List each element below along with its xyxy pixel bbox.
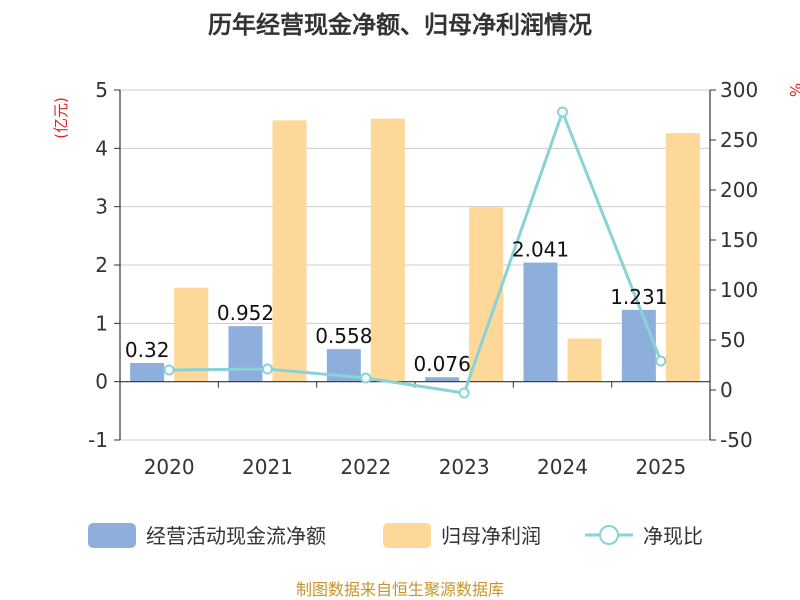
bar	[228, 326, 263, 382]
bar-data-label: 0.076	[414, 352, 471, 376]
right-tick-label: 50	[720, 328, 745, 352]
bar-data-label: 0.558	[315, 324, 372, 348]
left-tick-label: 0	[95, 370, 108, 394]
x-tick-label: 2024	[537, 455, 588, 479]
bar	[174, 287, 209, 382]
line-point	[262, 363, 273, 375]
legend-label: 经营活动现金流净额	[146, 524, 326, 548]
axes	[114, 89, 716, 441]
bar	[370, 118, 405, 382]
legend: 经营活动现金流净额 归母净利润 净现比	[88, 523, 703, 548]
bar	[665, 133, 700, 382]
legend-swatch	[383, 523, 431, 548]
bar-data-label: 0.32	[125, 338, 170, 362]
legend-marker	[599, 525, 619, 545]
bar	[523, 262, 558, 382]
right-tick-label: 250	[720, 128, 758, 152]
right-tick-label: -50	[720, 428, 753, 452]
left-tick-label: 3	[95, 195, 108, 219]
tick-labels: -1 0 1 2 3 4 5 -50 0 50 100 150 200 250 300 2020 2021 202…	[88, 78, 758, 479]
legend-label: 净现比	[643, 524, 703, 548]
bar-data-label: 1.231	[610, 285, 667, 309]
left-tick-label: 5	[95, 78, 108, 102]
left-tick-label: 1	[95, 311, 108, 335]
x-tick-label: 2020	[144, 455, 195, 479]
bar-series	[130, 118, 700, 382]
right-tick-label: 200	[720, 178, 758, 202]
line-path	[169, 107, 663, 395]
line-point	[360, 372, 372, 384]
legend-swatch	[88, 523, 136, 548]
bar	[425, 377, 460, 382]
gridlines	[120, 89, 710, 441]
line-point	[458, 387, 470, 399]
bar-data-label: 0.952	[217, 301, 274, 325]
right-tick-label: 300	[720, 78, 758, 102]
left-tick-label: 2	[95, 253, 108, 277]
right-tick-label: 100	[720, 278, 758, 302]
x-tick-label: 2025	[635, 455, 686, 479]
right-axis-unit: %	[786, 83, 800, 97]
line-point	[163, 364, 175, 376]
x-tick-label: 2023	[439, 455, 490, 479]
left-tick-label: -1	[88, 428, 108, 452]
legend-label: 归母净利润	[441, 524, 541, 548]
line-point	[655, 355, 667, 367]
left-axis-unit: (亿元)	[52, 97, 70, 139]
x-tick-label: 2022	[340, 455, 391, 479]
bar	[130, 363, 165, 382]
data-labels: 0.32 0.952 0.558 0.076 2.041 1.231	[125, 238, 668, 377]
right-tick-label: 150	[720, 228, 758, 252]
left-tick-label: 4	[95, 136, 108, 160]
chart-title: 历年经营现金净额、归母净利润情况	[208, 11, 592, 39]
bar	[272, 120, 307, 382]
line-series	[163, 106, 667, 399]
bar	[567, 338, 602, 382]
x-tick-label: 2021	[242, 455, 293, 479]
bar	[621, 309, 656, 382]
line-point	[557, 106, 568, 118]
source-note: 制图数据来自恒生聚源数据库	[296, 580, 504, 599]
bar-data-label: 2.041	[512, 238, 569, 262]
right-tick-label: 0	[720, 378, 733, 402]
